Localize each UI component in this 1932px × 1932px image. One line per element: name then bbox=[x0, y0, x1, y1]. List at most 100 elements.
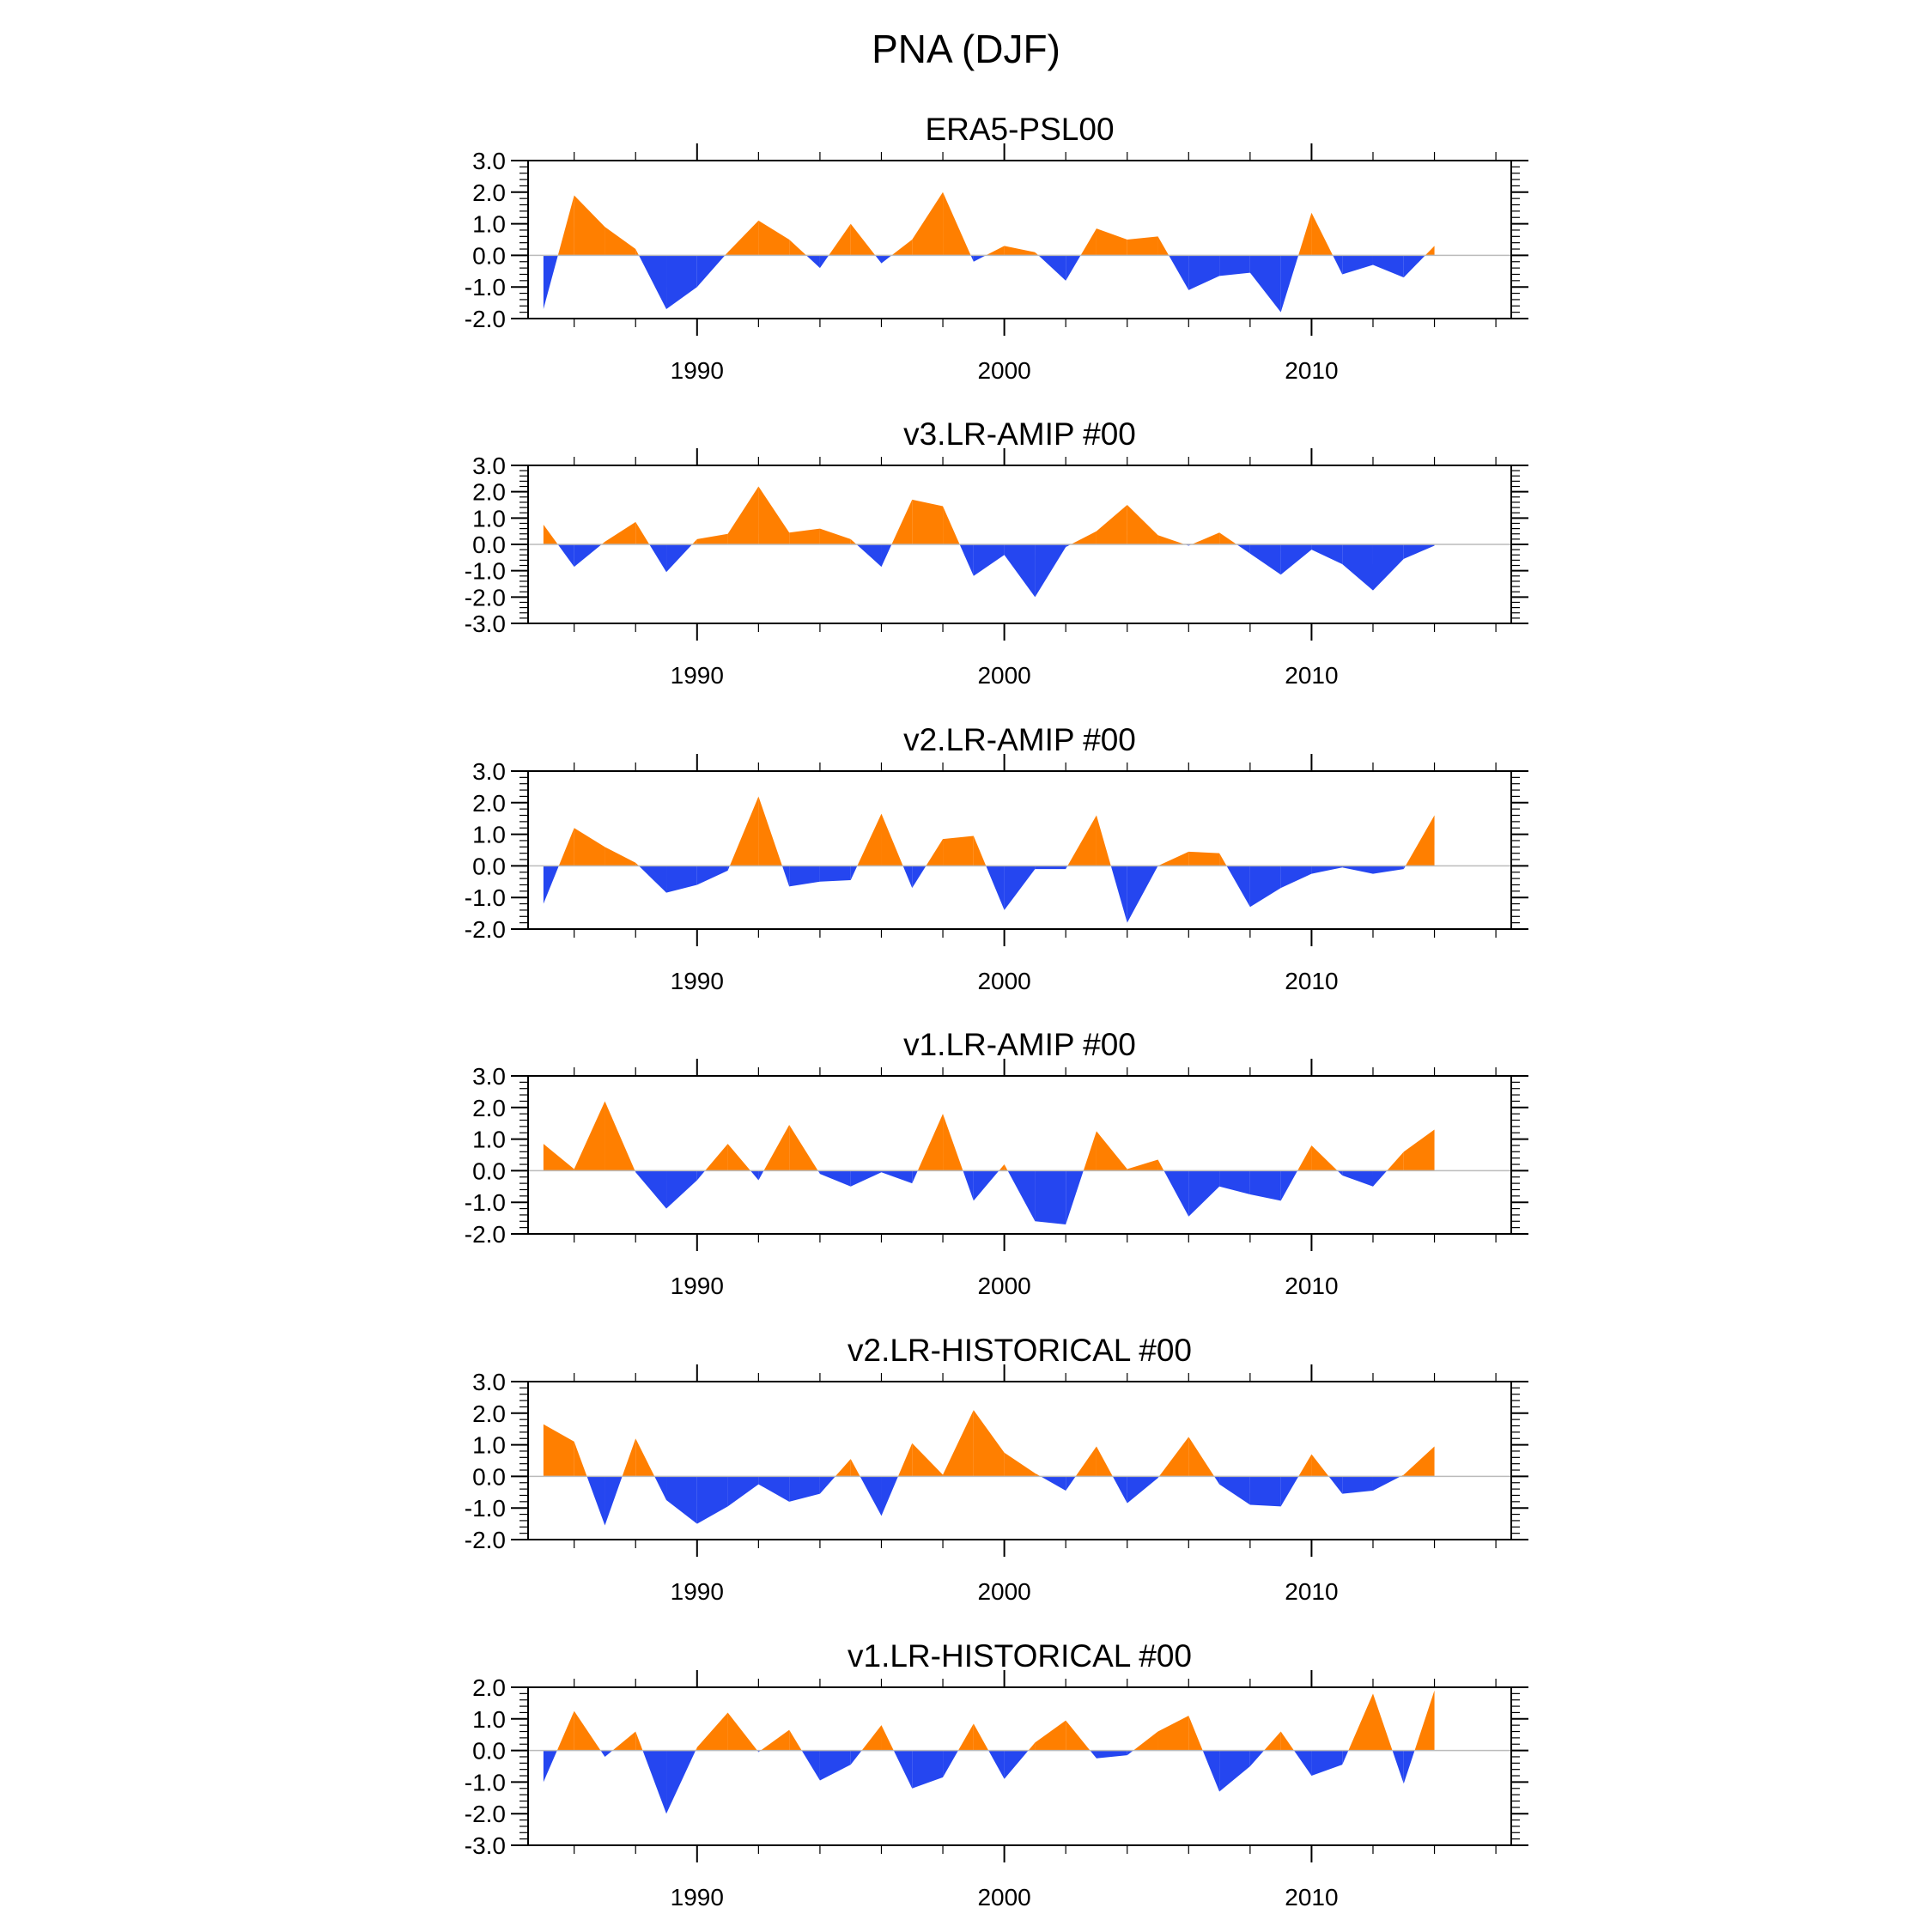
panel-title: v1.LR-AMIP #00 bbox=[903, 1027, 1136, 1062]
y-tick-label: -2.0 bbox=[465, 1221, 506, 1248]
y-tick-label: 1.0 bbox=[472, 505, 506, 532]
series-segment bbox=[850, 1170, 882, 1187]
y-tick-label: 0.0 bbox=[472, 1463, 506, 1490]
series-segment bbox=[988, 1750, 1005, 1779]
panel-title: v3.LR-AMIP #00 bbox=[903, 416, 1136, 452]
series-segment bbox=[819, 528, 851, 544]
series-segment bbox=[986, 866, 1005, 910]
series-segment bbox=[705, 1144, 728, 1171]
y-tick-label: -3.0 bbox=[465, 1832, 506, 1859]
series-segment bbox=[789, 1476, 820, 1502]
x-tick-label: 1990 bbox=[671, 662, 724, 689]
series-segment bbox=[1403, 255, 1425, 278]
series-segment bbox=[850, 1459, 860, 1477]
series-segment bbox=[835, 1459, 851, 1477]
series-segment bbox=[1127, 1476, 1158, 1504]
series-segment bbox=[1004, 1164, 1008, 1171]
series-segment bbox=[1219, 1750, 1250, 1792]
x-tick-label: 2010 bbox=[1285, 357, 1338, 384]
x-tick-label: 2000 bbox=[977, 1578, 1030, 1605]
series-segment bbox=[1163, 1170, 1189, 1217]
series-segment bbox=[574, 544, 602, 568]
series-segment bbox=[605, 1101, 635, 1171]
series-segment bbox=[1067, 815, 1097, 866]
series-segment bbox=[1219, 532, 1237, 544]
series-segment bbox=[543, 1424, 574, 1477]
series-segment bbox=[1403, 1129, 1435, 1171]
series-segment bbox=[725, 252, 728, 256]
y-tick-label: -1.0 bbox=[465, 884, 506, 911]
series-segment bbox=[666, 1750, 696, 1814]
series-segment bbox=[912, 1170, 918, 1184]
x-tick-label: 1990 bbox=[671, 1578, 724, 1605]
series-segment bbox=[789, 528, 820, 544]
series-segment bbox=[1348, 1693, 1373, 1751]
series-segment bbox=[860, 1476, 882, 1516]
plot-frame bbox=[527, 1075, 1512, 1235]
x-tick-label: 2010 bbox=[1285, 662, 1338, 689]
series-segment bbox=[1004, 246, 1036, 256]
series-segment bbox=[801, 1750, 820, 1781]
series-segment bbox=[696, 1476, 728, 1524]
series-segment bbox=[1191, 532, 1220, 544]
series-segment bbox=[891, 499, 913, 544]
series-segment bbox=[943, 1750, 958, 1777]
series-segment bbox=[1096, 1446, 1113, 1477]
series-segment bbox=[912, 1443, 944, 1477]
series-segment bbox=[727, 220, 759, 256]
y-tick-label: 1.0 bbox=[472, 1432, 506, 1459]
x-tick-label: 2000 bbox=[977, 662, 1030, 689]
x-tick-label: 1990 bbox=[671, 1273, 724, 1299]
y-tick-label: -1.0 bbox=[465, 558, 506, 585]
series-segment bbox=[1157, 236, 1170, 256]
y-tick-label: 0.0 bbox=[472, 1738, 506, 1765]
series-segment bbox=[1096, 228, 1127, 256]
y-tick-label: 3.0 bbox=[472, 1369, 506, 1395]
series-segment bbox=[1188, 1437, 1215, 1477]
x-tick-label: 2010 bbox=[1285, 1578, 1338, 1605]
series-segment bbox=[557, 195, 574, 256]
series-segment bbox=[850, 866, 858, 880]
series-segment bbox=[1392, 1750, 1404, 1784]
series-segment bbox=[1280, 1476, 1299, 1507]
series-segment bbox=[819, 1170, 851, 1187]
series-segment bbox=[727, 1144, 751, 1171]
series-segment bbox=[881, 813, 903, 866]
series-segment bbox=[758, 486, 790, 544]
series-segment bbox=[758, 1170, 764, 1181]
series-segment bbox=[763, 1125, 790, 1171]
series-segment bbox=[727, 1712, 757, 1751]
main-title: PNA (DJF) bbox=[872, 27, 1060, 71]
series-segment bbox=[1096, 505, 1127, 544]
series-segment bbox=[1236, 544, 1250, 554]
series-segment bbox=[973, 1723, 989, 1751]
series-segment bbox=[574, 1441, 587, 1477]
series-segment bbox=[666, 1170, 697, 1209]
series-segment bbox=[1066, 1476, 1076, 1491]
series-segment bbox=[973, 255, 987, 262]
series-segment bbox=[1298, 1454, 1312, 1477]
series-segment bbox=[986, 246, 1005, 256]
series-segment bbox=[1372, 544, 1404, 591]
series-segment bbox=[666, 544, 693, 573]
y-tick-label: 3.0 bbox=[472, 453, 506, 479]
y-tick-label: 1.0 bbox=[472, 1706, 506, 1733]
series-segment bbox=[912, 499, 944, 544]
y-tick-label: 0.0 bbox=[472, 242, 506, 269]
series-segment bbox=[1342, 1750, 1349, 1765]
series-segment bbox=[926, 839, 944, 866]
y-tick-label: 0.0 bbox=[472, 853, 506, 879]
series-segment bbox=[1249, 1750, 1265, 1766]
series-segment bbox=[1127, 1159, 1158, 1171]
series-segment bbox=[1110, 866, 1127, 923]
series-segment bbox=[600, 1750, 605, 1757]
series-segment bbox=[1372, 255, 1404, 278]
series-segment bbox=[1280, 866, 1312, 889]
series-segment bbox=[666, 1476, 697, 1524]
series-segment bbox=[1157, 1159, 1164, 1171]
series-segment bbox=[1004, 544, 1036, 598]
series-segment bbox=[819, 1750, 851, 1781]
series-segment bbox=[1035, 544, 1066, 598]
series-segment bbox=[574, 195, 605, 256]
x-tick-label: 1990 bbox=[671, 1884, 724, 1911]
